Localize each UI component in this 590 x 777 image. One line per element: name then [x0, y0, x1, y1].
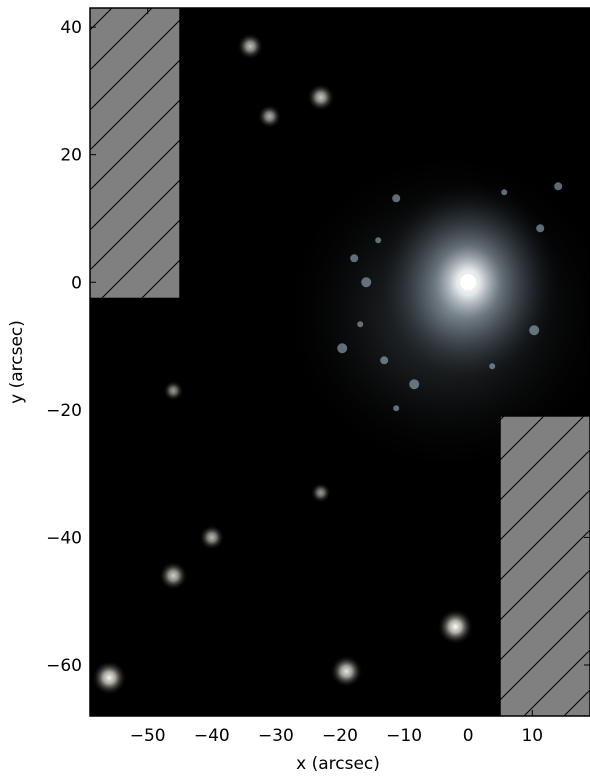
spiral-arm-knot [409, 379, 420, 390]
y-tick-label: −40 [46, 528, 82, 548]
point-source [199, 524, 225, 551]
y-tick-label: −60 [46, 656, 82, 676]
spiral-arm-knot [380, 356, 389, 365]
spiral-arm-knot [337, 343, 348, 354]
point-source [330, 655, 363, 688]
x-tick-label: −30 [258, 726, 294, 746]
spiral-arm-knot [350, 254, 359, 263]
masked-regions [90, 8, 590, 716]
spiral-arm-knot [536, 224, 545, 233]
spiral-arm-knot [375, 237, 382, 244]
y-tick-label: 20 [60, 146, 82, 166]
x-tick-label: 10 [521, 726, 543, 746]
spiral-arm-knot [361, 277, 372, 288]
y-axis-ticks: 40 20 0 −20 −40 −60 [46, 18, 590, 676]
y-tick-label: 40 [60, 18, 82, 38]
x-axis-label: x (arcsec) [296, 754, 380, 774]
spiral-arm-knot [529, 325, 540, 336]
x-axis-ticks: −50 −40 −30 −20 −10 0 10 [130, 8, 543, 746]
y-axis-label: y (arcsec) [7, 320, 27, 404]
point-sources [91, 33, 474, 696]
point-source [257, 104, 282, 129]
point-source [158, 561, 188, 591]
y-tick-label: 0 [71, 273, 82, 293]
spiral-arm-knot [392, 194, 401, 203]
masked-region [499, 415, 590, 716]
plot-area [90, 8, 590, 716]
x-tick-label: 0 [463, 726, 474, 746]
y-tick-label: −20 [46, 401, 82, 421]
point-source [91, 660, 127, 696]
point-source [437, 608, 474, 645]
masked-region [90, 8, 181, 299]
point-source [306, 83, 335, 112]
spiral-arm-knot [357, 321, 364, 328]
spiral-arm-knot [393, 405, 400, 412]
spiral-galaxy [278, 147, 590, 478]
point-source [163, 380, 184, 401]
x-tick-label: −20 [322, 726, 358, 746]
spiral-arm-knot [501, 189, 508, 196]
x-tick-label: −10 [386, 726, 422, 746]
x-tick-label: −40 [194, 726, 230, 746]
point-source [237, 33, 264, 60]
spiral-arm-knot [554, 182, 563, 191]
galaxy-nucleus [460, 274, 477, 291]
point-source [310, 482, 331, 503]
x-tick-label: −50 [130, 726, 166, 746]
spiral-arm-knot [489, 363, 496, 370]
